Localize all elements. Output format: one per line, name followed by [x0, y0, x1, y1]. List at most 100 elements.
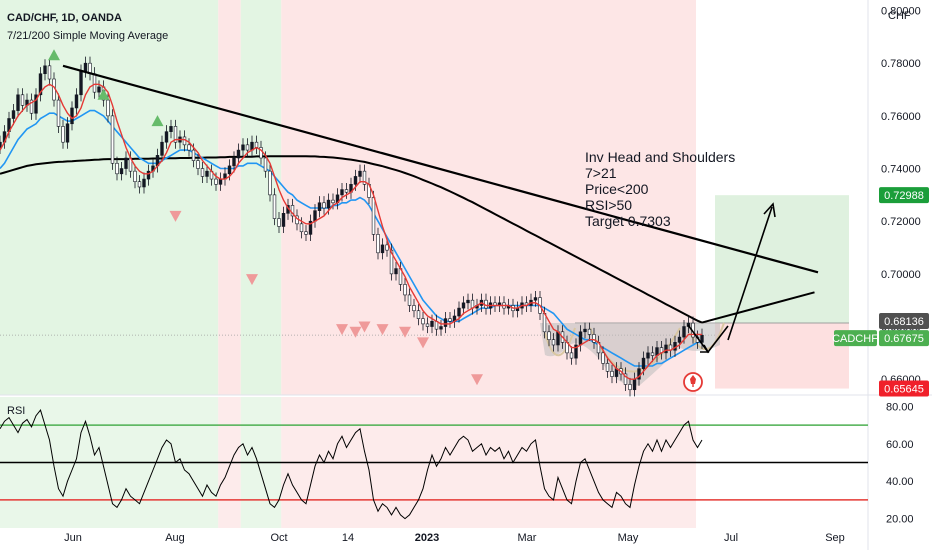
- currency-label: CHF: [888, 10, 911, 22]
- candle-body: [263, 157, 268, 172]
- candle-body: [83, 62, 88, 72]
- candle-body: [358, 170, 362, 177]
- candle-body: [119, 168, 124, 175]
- candle-body: [245, 144, 250, 151]
- candle-body: [304, 231, 308, 235]
- candle-body: [187, 144, 191, 151]
- candle-body: [106, 99, 110, 117]
- candle-body: [34, 94, 38, 114]
- candle-body: [61, 126, 65, 143]
- candle-body: [416, 310, 421, 319]
- rsi-tick-label: 40.00: [886, 476, 914, 488]
- candle-body: [92, 73, 97, 93]
- price-tick-label: 0.76000: [881, 111, 921, 123]
- candle-body: [146, 170, 151, 180]
- candle-body: [628, 384, 632, 391]
- candle-body: [254, 141, 259, 148]
- price-tick-label: 0.70000: [881, 269, 921, 281]
- time-axis[interactable]: Jun Aug Oct 14 2023 Mar May Jul Sep: [64, 532, 845, 544]
- candle-body: [641, 357, 646, 369]
- annotation-line: Price<200: [585, 181, 649, 197]
- sell-signal-icon: [349, 326, 362, 338]
- candle-body: [43, 65, 47, 75]
- time-tick-label: May: [618, 532, 639, 544]
- candle-body: [137, 181, 142, 188]
- target-zone[interactable]: [715, 195, 849, 323]
- candle-body: [236, 149, 241, 159]
- candle-body: [299, 223, 304, 233]
- buy-signal-icon: [48, 49, 60, 61]
- candle-body: [191, 149, 196, 161]
- canada-flag-icon[interactable]: [683, 372, 703, 392]
- sell-signal-icon: [471, 374, 483, 386]
- candle-body: [79, 70, 83, 96]
- candle-body: [200, 168, 205, 177]
- annotation-line: Target 0.7303: [585, 213, 671, 229]
- candle-body: [601, 352, 605, 364]
- price-tick-label: 0.78000: [881, 58, 921, 70]
- candle-body: [74, 94, 79, 109]
- candle-body: [623, 373, 628, 385]
- symbol-tag-label: CADCHF: [832, 333, 878, 345]
- sell-signal-icon: [169, 210, 182, 222]
- candle-body: [115, 162, 119, 175]
- indicator-title: 7/21/200 Simple Moving Average: [7, 30, 168, 42]
- rsi-axis[interactable]: 80.00 60.00 40.00 20.00: [886, 401, 914, 525]
- sell-signal-icon: [336, 324, 348, 336]
- time-tick-label: 2023: [415, 532, 439, 544]
- sell-signal-icon: [376, 324, 389, 336]
- target-arrow: [727, 206, 773, 341]
- time-tick-label: Sep: [825, 532, 845, 544]
- candle-body: [133, 170, 137, 183]
- price-tag-box: [879, 380, 929, 397]
- sma21-line: [0, 109, 702, 367]
- candle-body: [682, 326, 686, 338]
- candle-body: [443, 318, 448, 327]
- candle-body: [569, 352, 574, 359]
- target-arrow-head: [763, 202, 776, 218]
- rsi-line: [0, 409, 703, 520]
- price-tag-box: [879, 187, 929, 204]
- candle-body: [110, 115, 115, 164]
- candle-body: [403, 284, 407, 296]
- candle-body: [407, 294, 412, 306]
- symbol-tag-box: [834, 330, 877, 347]
- candle-body: [241, 144, 245, 151]
- rsi-tick-label: 80.00: [886, 401, 914, 413]
- candle-body: [385, 244, 389, 251]
- candle-body: [448, 318, 452, 322]
- regime-band: [0, 0, 219, 395]
- price-tag-label: 0.72988: [884, 190, 924, 202]
- candle-body: [56, 99, 61, 127]
- candle-body: [169, 126, 173, 132]
- descending-trendline[interactable]: [62, 64, 819, 274]
- candle-body: [281, 213, 286, 227]
- price-tag-box: [879, 312, 929, 329]
- buy-signal-icon: [97, 88, 110, 100]
- candle-body: [268, 170, 272, 196]
- annotation-line: Inv Head and Shoulders: [585, 149, 735, 165]
- sell-signal-icon: [246, 274, 258, 286]
- candle-body: [425, 323, 430, 327]
- sma200-extension-line: [701, 291, 815, 324]
- candle-body: [646, 352, 650, 359]
- candle-body: [632, 378, 637, 391]
- price-tick-label: 0.72000: [881, 216, 921, 228]
- left-shoulder-arc: [544, 327, 576, 357]
- candle-body: [38, 73, 43, 96]
- price-tags: 0.72988 0.68136 0.67675 CADCHF 0.65645: [832, 187, 929, 397]
- candle-body: [430, 320, 434, 327]
- candle-body: [376, 234, 380, 254]
- sell-signal-icon: [358, 321, 371, 333]
- candle-body: [16, 94, 20, 111]
- stop-zone[interactable]: [715, 322, 849, 389]
- candle-body: [97, 86, 101, 93]
- candle-body: [164, 131, 169, 143]
- candle-body: [218, 178, 223, 185]
- candle-body: [412, 305, 416, 312]
- candle-body: [394, 268, 398, 275]
- candle-body: [272, 194, 277, 219]
- rsi-tick-label: 60.00: [886, 439, 914, 451]
